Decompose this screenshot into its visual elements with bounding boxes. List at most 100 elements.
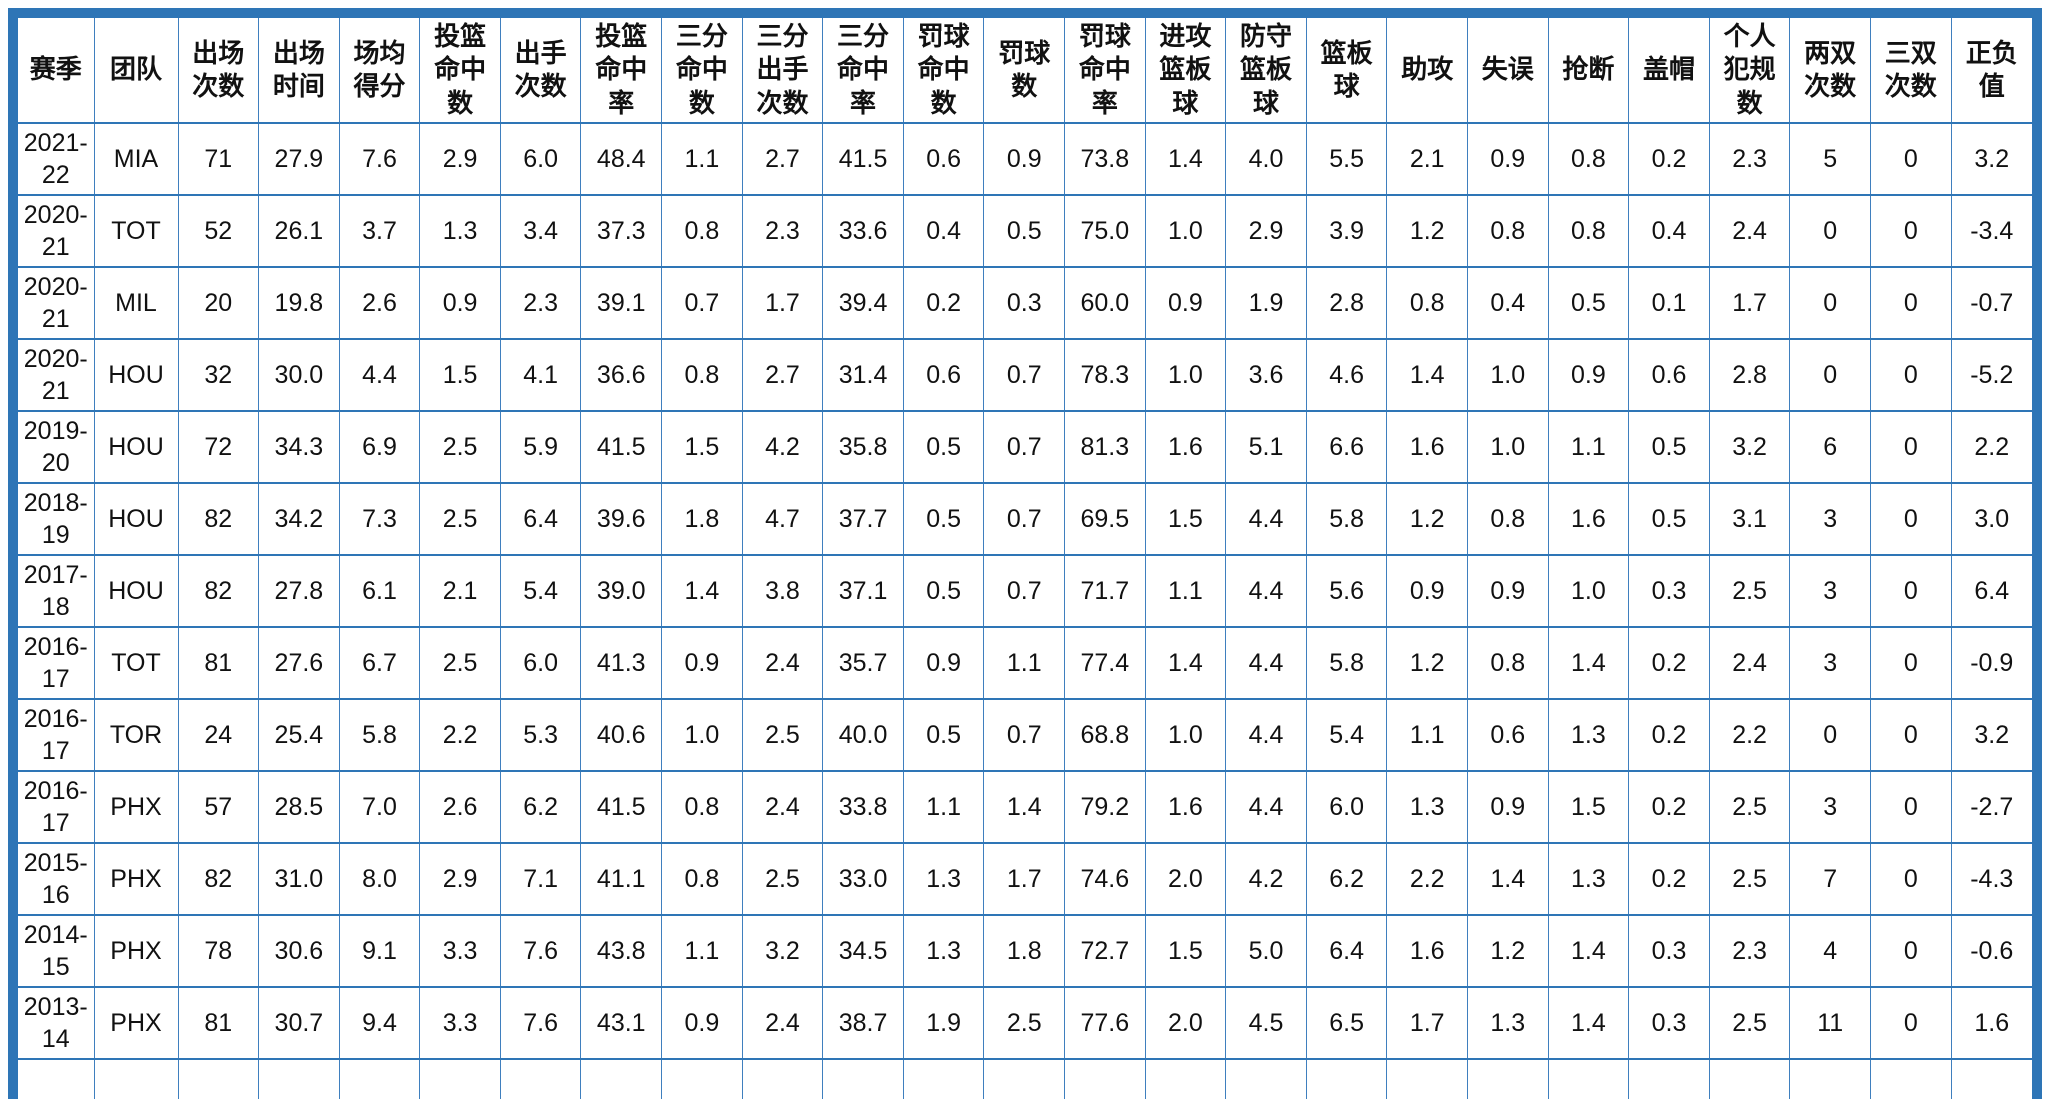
column-header: 投篮命中数 [419, 18, 501, 123]
table-cell: 6.0 [499, 626, 581, 699]
table-cell: PHX [93, 914, 178, 987]
table-cell: 78.3 [1064, 338, 1146, 411]
table-cell: 2015-16 [23, 848, 88, 909]
table-cell: 2.5 [1708, 986, 1790, 1059]
table-cell: 48.4 [580, 122, 662, 195]
table-cell: 4.4 [338, 338, 420, 411]
table-cell: 2.5 [1708, 770, 1790, 843]
table-cell: 1.0 [1144, 698, 1226, 771]
table-cell [983, 1058, 1065, 1099]
table-cell: 0.7 [983, 698, 1065, 771]
table-cell: 81.3 [1064, 410, 1146, 483]
table-cell: 5.0 [1225, 914, 1307, 987]
table-cell [1144, 1058, 1226, 1099]
table-cell: 1.5 [1144, 482, 1226, 555]
table-cell: 33.6 [822, 194, 904, 267]
table-cell: 0.5 [1547, 266, 1629, 339]
table-cell: 4.1 [499, 338, 581, 411]
table-cell: 1.1 [1144, 554, 1226, 627]
table-cell: 69.5 [1064, 482, 1146, 555]
table-cell: 1.3 [419, 194, 501, 267]
table-cell [1064, 1058, 1146, 1099]
table-cell: 39.1 [580, 266, 662, 339]
table-cell: 0 [1869, 482, 1952, 555]
table-cell: 1.6 [1144, 410, 1226, 483]
table-cell: 0.4 [902, 194, 984, 267]
table-cell: 0.6 [902, 122, 984, 195]
table-cell: 75.0 [1064, 194, 1146, 267]
table-row: 2016-17 TOT 81 27.6 6.7 2.5 6.0 41.3 0.9 2.4 35.7 0… [18, 626, 2032, 699]
table-cell: 1.9 [1225, 266, 1307, 339]
table-cell: 72 [177, 410, 259, 483]
table-cell: 4.6 [1305, 338, 1387, 411]
table-cell: 2.7 [741, 338, 823, 411]
table-cell: 6.6 [1305, 410, 1387, 483]
table-cell: 7.6 [499, 986, 581, 1059]
table-cell: -2.7 [1950, 770, 2032, 843]
table-cell: 1.0 [1144, 338, 1226, 411]
table-cell: 4 [1789, 914, 1871, 987]
column-header: 正负值 [1950, 18, 2032, 123]
table-cell: -5.2 [1950, 338, 2032, 411]
table-cell: 1.7 [983, 842, 1065, 915]
table-cell: 41.5 [580, 770, 662, 843]
table-cell: 0.8 [661, 770, 743, 843]
table-cell: 5.4 [499, 554, 581, 627]
table-cell: 6.5 [1305, 986, 1387, 1059]
table-cell: TOR [93, 698, 178, 771]
table-cell: 0.4 [1467, 266, 1549, 339]
table-cell: 0.6 [1467, 698, 1549, 771]
table-cell: 2013-14 [23, 992, 88, 1053]
table-cell: 2.5 [741, 698, 823, 771]
table-cell: 1.8 [983, 914, 1065, 987]
table-cell: 35.8 [822, 410, 904, 483]
table-cell: 0.8 [661, 842, 743, 915]
table-cell: 6 [1789, 410, 1871, 483]
table-cell: 0.5 [902, 698, 984, 771]
table-cell: 0.9 [419, 266, 501, 339]
table-cell: PHX [93, 986, 178, 1059]
table-cell: 0.2 [902, 266, 984, 339]
table-cell: 3 [1789, 626, 1871, 699]
table-cell: 5.8 [1305, 626, 1387, 699]
table-cell: 78 [177, 914, 259, 987]
column-header: 出场时间 [258, 18, 340, 123]
table-cell: HOU [93, 410, 178, 483]
table-cell: 3 [1789, 554, 1871, 627]
player-season-stats-table: 赛季 团队 出场次数 出场时间 场均得分 投篮命中数 出手次数 投篮命中率 三分命中数 三分出手次… [18, 18, 2032, 1099]
table-cell: 7.0 [338, 770, 420, 843]
table-cell: 0.3 [983, 266, 1065, 339]
table-cell: 34.5 [822, 914, 904, 987]
table-cell: 0 [1869, 122, 1952, 195]
table-cell: 0.8 [1467, 482, 1549, 555]
table-cell: 1.1 [902, 770, 984, 843]
table-cell: 1.4 [1547, 986, 1629, 1059]
table-cell: 40.6 [580, 698, 662, 771]
table-cell: 1.1 [983, 626, 1065, 699]
column-header: 篮板球 [1305, 18, 1387, 123]
table-cell: 0.7 [983, 338, 1065, 411]
table-cell: 30.6 [258, 914, 340, 987]
table-cell [902, 1058, 984, 1099]
table-cell [499, 1058, 581, 1099]
column-header: 投篮命中率 [580, 18, 662, 123]
table-cell: 2.8 [1305, 266, 1387, 339]
table-cell: 4.4 [1225, 554, 1307, 627]
table-cell: 72.7 [1064, 914, 1146, 987]
table-cell: 0.2 [1628, 698, 1710, 771]
header-row: 赛季 团队 出场次数 出场时间 场均得分 投篮命中数 出手次数 投篮命中率 三分命中数 三分出手次… [18, 18, 2032, 123]
table-cell: 0.5 [983, 194, 1065, 267]
table-cell: 2.1 [1386, 122, 1468, 195]
column-header: 赛季 [29, 54, 82, 85]
table-cell: 4.4 [1225, 770, 1307, 843]
table-cell: 2.1 [419, 554, 501, 627]
table-cell: 3.4 [499, 194, 581, 267]
table-cell: 43.1 [580, 986, 662, 1059]
table-cell: 39.0 [580, 554, 662, 627]
table-cell: 2.9 [1225, 194, 1307, 267]
table-cell: 0.6 [1628, 338, 1710, 411]
table-cell: 0 [1789, 194, 1871, 267]
table-cell: 2.3 [1708, 122, 1790, 195]
table-cell: 1.0 [1467, 410, 1549, 483]
table-cell: 6.4 [1305, 914, 1387, 987]
